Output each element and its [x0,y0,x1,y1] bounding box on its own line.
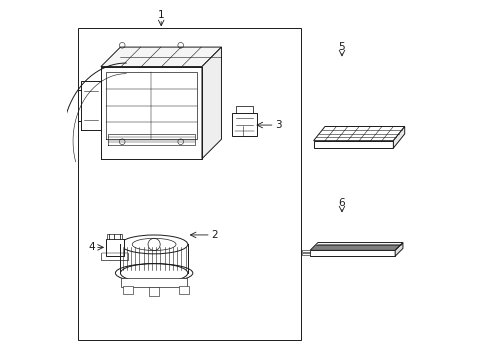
Text: 2: 2 [211,230,217,240]
Bar [121,278,186,287]
Polygon shape [394,243,402,256]
Bar [78,28,301,339]
Polygon shape [101,47,221,67]
Bar [309,250,394,256]
Text: 3: 3 [274,120,281,130]
Bar [149,287,159,296]
Text: 5: 5 [338,42,345,52]
Bar [179,286,189,294]
Text: 1: 1 [158,10,164,20]
Bar [302,253,309,255]
Bar [302,250,309,252]
Polygon shape [202,47,221,159]
Bar [123,286,133,294]
Polygon shape [309,243,402,250]
Polygon shape [313,126,404,141]
Text: 6: 6 [338,198,345,208]
Bar [105,239,124,256]
Polygon shape [392,126,404,148]
Bar [232,113,256,136]
Bar [313,141,392,148]
Text: 4: 4 [88,242,95,252]
Bar [107,234,122,239]
